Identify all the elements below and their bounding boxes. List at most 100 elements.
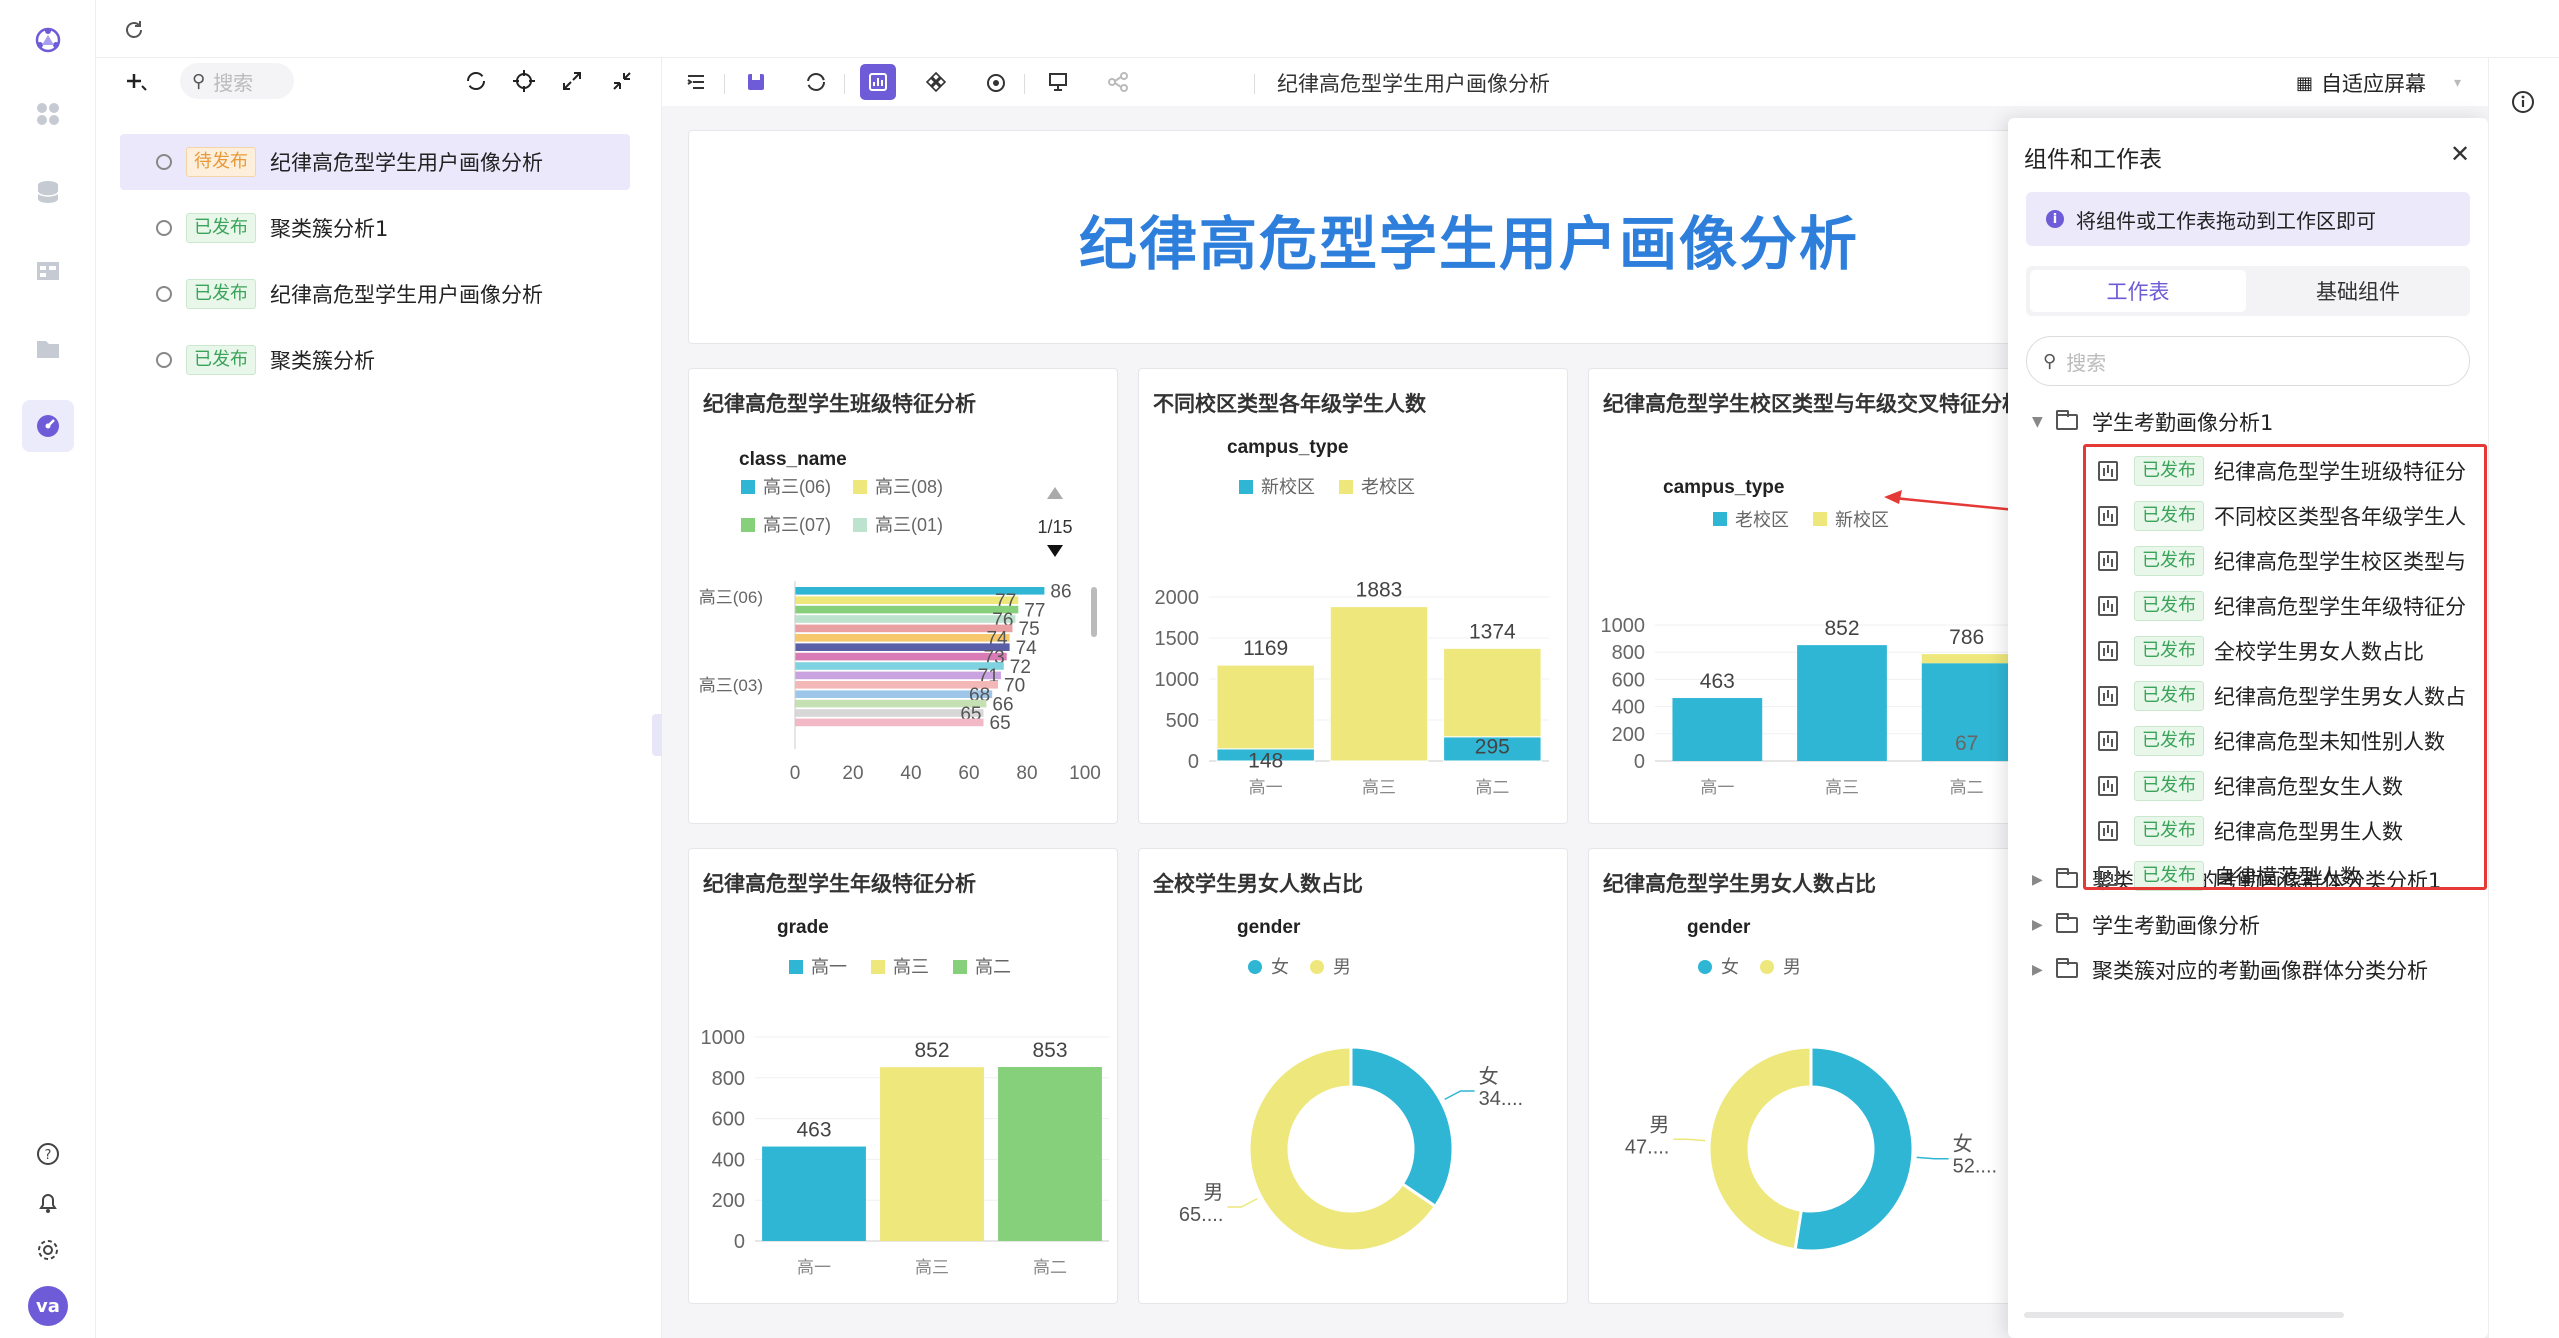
tab-basic-components[interactable]: 基础组件 bbox=[2316, 280, 2400, 304]
status-badge: 已发布 bbox=[2134, 815, 2204, 846]
legend-swatch bbox=[871, 960, 885, 974]
chevron-right-icon[interactable]: ▶ bbox=[2032, 917, 2043, 933]
y-tick-label: 高三(03) bbox=[699, 676, 763, 695]
legend-swatch bbox=[953, 960, 967, 974]
bar-total-label: 1169 bbox=[1243, 637, 1288, 660]
dashboard-search-input[interactable]: ⚲ 搜索 bbox=[180, 63, 294, 99]
tree-worksheet[interactable]: 已发布 纪律高危型女生人数 bbox=[2098, 763, 2478, 808]
help-icon[interactable]: ? bbox=[22, 1128, 74, 1180]
dashboard-list-item[interactable]: 已发布 聚类簇分析1 bbox=[120, 200, 630, 256]
tree-worksheet[interactable]: 已发布 纪律高危型学生男女人数占 bbox=[2098, 673, 2478, 718]
legend-label: 老校区 bbox=[1735, 510, 1789, 530]
drawer-search-input[interactable]: ⚲ 搜索 bbox=[2026, 336, 2470, 386]
info-circle-icon[interactable] bbox=[2505, 84, 2541, 120]
tree-folder[interactable]: ▶ 聚类簇对应的考勤画像群体分类分析 bbox=[2032, 948, 2428, 992]
worksheet-name: 不同校区类型各年级学生人 bbox=[2214, 504, 2466, 529]
component-icon[interactable] bbox=[918, 64, 954, 100]
outline-icon[interactable] bbox=[678, 64, 714, 100]
share-icon[interactable] bbox=[1100, 64, 1136, 100]
locate-icon[interactable] bbox=[506, 63, 542, 99]
card-title: 纪律高危型学生男女人数占比 bbox=[1603, 872, 1876, 896]
bar bbox=[795, 596, 1019, 604]
expand-icon[interactable] bbox=[554, 63, 590, 99]
add-dashboard-icon[interactable] bbox=[118, 63, 154, 99]
folder-icon bbox=[2056, 958, 2078, 978]
avatar[interactable]: va bbox=[28, 1286, 68, 1326]
dashboard-list-item[interactable]: 待发布 纪律高危型学生用户画像分析 bbox=[120, 134, 630, 190]
reload-icon[interactable] bbox=[798, 64, 834, 100]
tab-worksheets[interactable]: 工作表 bbox=[2030, 270, 2246, 312]
legend-title: gender bbox=[1687, 917, 1751, 938]
legend-label: 女 bbox=[1271, 957, 1289, 977]
tree-folder[interactable]: ▼ 学生考勤画像分析1 bbox=[2032, 400, 2273, 444]
search-icon: ⚲ bbox=[192, 70, 206, 92]
bar bbox=[795, 615, 1016, 623]
theme-icon[interactable] bbox=[978, 64, 1014, 100]
status-badge: 已发布 bbox=[2134, 860, 2204, 891]
y-tick-label: 1000 bbox=[1155, 669, 1200, 691]
chart-mode-icon[interactable] bbox=[860, 64, 896, 100]
sync-icon[interactable] bbox=[458, 63, 494, 99]
bar bbox=[795, 709, 984, 717]
legend-swatch bbox=[1339, 480, 1353, 494]
chart-card-cross[interactable]: 纪律高危型学生校区类型与年级交叉特征分析 campus_type 老校区 新校区 0 2… bbox=[1588, 368, 2038, 824]
chevron-right-icon[interactable]: ▶ bbox=[2032, 872, 2043, 888]
tree-folder[interactable]: ▶ 学生考勤画像分析 bbox=[2032, 903, 2260, 947]
folder-icon bbox=[2056, 913, 2078, 933]
chart-card-risk-gender[interactable]: 纪律高危型学生男女人数占比 gender 女男女 52.... 男 47.... bbox=[1588, 848, 2038, 1304]
x-tick-label: 高三 bbox=[915, 1258, 949, 1277]
bar-value-label: 77 bbox=[1024, 600, 1045, 621]
save-icon[interactable] bbox=[738, 64, 774, 100]
chevron-down-icon[interactable]: ▼ bbox=[2032, 414, 2043, 430]
bar-value-label: 65 bbox=[990, 713, 1011, 734]
tree-worksheet[interactable]: 已发布 纪律高危型学生班级特征分 bbox=[2098, 448, 2478, 493]
legend-page: 1/15 bbox=[1037, 517, 1072, 537]
tree-worksheet[interactable]: 已发布 纪律高危型男生人数 bbox=[2098, 808, 2478, 853]
bar-value-label: 463 bbox=[796, 1119, 831, 1142]
status-badge: 已发布 bbox=[186, 213, 256, 243]
bar bbox=[795, 652, 1007, 661]
legend-swatch bbox=[741, 518, 755, 532]
legend-swatch bbox=[1713, 512, 1727, 526]
worksheet-name: 纪律高危型学生班级特征分 bbox=[2214, 459, 2466, 484]
database-icon[interactable] bbox=[22, 166, 74, 218]
chart-card-campus-grade[interactable]: 不同校区类型各年级学生人数 campus_type 新校区 老校区 0 500 1000 1… bbox=[1138, 368, 1568, 824]
legend-swatch bbox=[1248, 960, 1262, 974]
app-rail: ? va bbox=[0, 0, 96, 1338]
banner-card[interactable]: 纪律高危型学生用户画像分析 bbox=[688, 130, 2038, 344]
chart-card-grade[interactable]: 纪律高危型学生年级特征分析 grade 高一 高三 高二 0 200 400 600 800 10… bbox=[688, 848, 1118, 1304]
bell-icon[interactable] bbox=[22, 1176, 74, 1228]
tree-worksheet[interactable]: 已发布 纪律高危型未知性别人数 bbox=[2098, 718, 2478, 763]
collapse-icon[interactable] bbox=[604, 63, 640, 99]
preview-icon[interactable] bbox=[1040, 64, 1076, 100]
fit-screen-select[interactable]: ▦ 自适应屏幕 ▾ bbox=[2296, 72, 2462, 96]
pie-label: 男 bbox=[1203, 1182, 1223, 1204]
dashboard-icon[interactable] bbox=[22, 400, 74, 452]
bar bbox=[762, 1146, 866, 1241]
bar bbox=[795, 634, 1010, 642]
tree-worksheet[interactable]: 已发布 纪律高危型学生校区类型与 bbox=[2098, 538, 2478, 583]
close-icon[interactable]: ✕ bbox=[2450, 140, 2471, 168]
tree-worksheet[interactable]: 已发布 自律模范型人数 bbox=[2098, 853, 2478, 898]
chart-card-school-gender[interactable]: 全校学生男女人数占比 gender 女男女 34.... 男 65.... bbox=[1138, 848, 1568, 1304]
tree-worksheet[interactable]: 已发布 全校学生男女人数占比 bbox=[2098, 628, 2478, 673]
chart-card-class[interactable]: 纪律高危型学生班级特征分析 class_name 高三(06) 高三(08) 高三(0… bbox=[688, 368, 1118, 824]
tree-worksheet[interactable]: 已发布 不同校区类型各年级学生人 bbox=[2098, 493, 2478, 538]
dashboard-list-item[interactable]: 已发布 纪律高危型学生用户画像分析 bbox=[120, 266, 630, 322]
x-tick-label: 高二 bbox=[1033, 1258, 1067, 1277]
status-badge: 已发布 bbox=[2134, 770, 2204, 801]
table-icon[interactable] bbox=[22, 244, 74, 296]
legend-label: 高三(08) bbox=[875, 477, 943, 497]
tree-worksheet[interactable]: 已发布 纪律高危型学生年级特征分 bbox=[2098, 583, 2478, 628]
apps-icon[interactable] bbox=[22, 88, 74, 140]
chevron-right-icon[interactable]: ▶ bbox=[2032, 962, 2043, 978]
refresh-icon[interactable] bbox=[116, 12, 152, 48]
drawer-scrollbar[interactable] bbox=[2024, 1312, 2344, 1318]
folder-icon[interactable] bbox=[22, 322, 74, 374]
y-tick-label: 500 bbox=[1166, 710, 1199, 732]
dashboard-list-item[interactable]: 已发布 聚类簇分析 bbox=[120, 332, 630, 388]
settings-icon[interactable] bbox=[22, 1224, 74, 1276]
app-logo-icon[interactable] bbox=[22, 14, 74, 66]
y-tick-label: 200 bbox=[712, 1190, 745, 1212]
